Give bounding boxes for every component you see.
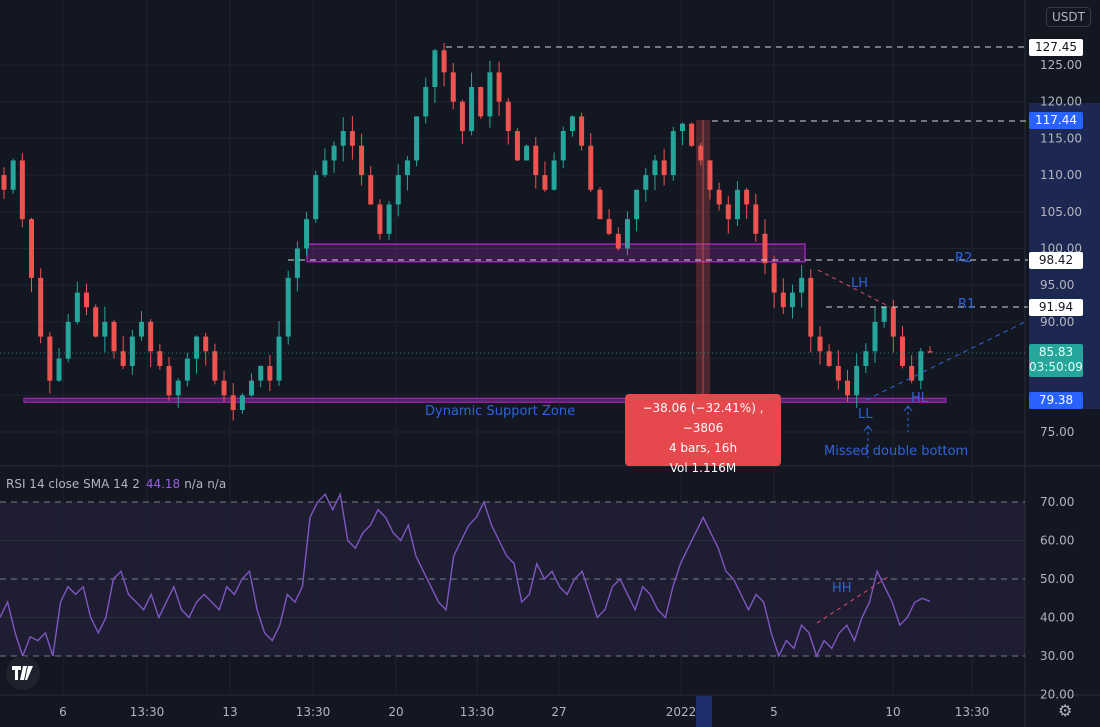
rsi-legend-na-1: n/a — [184, 477, 204, 491]
measure-bars: 4 bars, 16h — [668, 441, 738, 455]
price-tag-support: 79.38 — [1029, 392, 1083, 409]
higher-low-label: HL — [911, 391, 929, 406]
time-axis-label: 13:30 — [954, 705, 990, 719]
time-axis-label: 6 — [59, 705, 67, 719]
price-tag-high: 127.45 — [1029, 39, 1083, 56]
time-axis-label: 27 — [551, 705, 567, 719]
time-axis-label: 13:30 — [295, 705, 331, 719]
rsi-legend[interactable]: RSI 14 close SMA 14 2 44.18 n/a n/a — [6, 477, 226, 491]
svg-text:75.00: 75.00 — [1040, 425, 1074, 439]
time-axis-label: 13:30 — [459, 705, 495, 719]
price-tag-lower-high: 117.44 — [1029, 112, 1083, 129]
time-axis-label: 20 — [388, 705, 404, 719]
currency-badge[interactable]: USDT — [1046, 7, 1091, 27]
svg-text:40.00: 40.00 — [1040, 611, 1074, 625]
time-axis-label: 13 — [222, 705, 238, 719]
measure-tooltip: −38.06 (−32.41%) , −3806 4 bars, 16h Vol… — [625, 394, 781, 475]
r2-label: R2 — [955, 251, 973, 266]
last-price-value: 85.83 — [1038, 345, 1074, 359]
time-axis-label: 13:30 — [129, 705, 165, 719]
lower-high-label: LH — [851, 276, 869, 291]
r1-label: R1 — [958, 297, 976, 312]
svg-text:110.00: 110.00 — [1040, 168, 1082, 182]
price-tag-r2: 98.42 — [1029, 252, 1083, 269]
rsi-legend-value: 44.18 — [145, 477, 181, 491]
time-axis-label: 10 — [885, 705, 901, 719]
svg-text:50.00: 50.00 — [1040, 572, 1074, 586]
svg-text:95.00: 95.00 — [1040, 278, 1074, 292]
svg-text:30.00: 30.00 — [1040, 649, 1074, 663]
svg-text:90.00: 90.00 — [1040, 315, 1074, 329]
last-price-tag: 85.83 03:50:09 — [1029, 344, 1083, 377]
svg-text:115.00: 115.00 — [1040, 131, 1082, 145]
svg-text:60.00: 60.00 — [1040, 534, 1074, 548]
svg-text:105.00: 105.00 — [1040, 205, 1082, 219]
rsi-legend-na-2: n/a — [207, 477, 227, 491]
gear-icon[interactable]: ⚙ — [1058, 701, 1073, 720]
year-boundary-marker — [696, 696, 712, 727]
rsi-higher-high-label: HH — [832, 581, 852, 596]
svg-text:70.00: 70.00 — [1040, 495, 1074, 509]
svg-text:20.00: 20.00 — [1040, 688, 1074, 702]
missed-double-bottom-label: Missed double bottom — [824, 444, 969, 459]
lower-low-label: LL — [858, 407, 873, 422]
time-axis-label: 2022 — [665, 705, 697, 719]
support-zone-label: Dynamic Support Zone — [425, 404, 576, 419]
rsi-legend-title: RSI 14 close SMA 14 2 — [6, 477, 140, 491]
svg-text:125.00: 125.00 — [1040, 58, 1082, 72]
price-tag-r1: 91.94 — [1029, 299, 1083, 316]
measure-change: −38.06 (−32.41%) , −3806 — [642, 401, 764, 435]
svg-text:120.00: 120.00 — [1040, 95, 1082, 109]
bar-countdown: 03:50:09 — [1029, 360, 1083, 374]
measure-volume: Vol 1.116M — [669, 461, 737, 475]
time-axis-label: 5 — [770, 705, 778, 719]
tradingview-logo-icon[interactable] — [6, 656, 40, 690]
tradingview-logo-glyph — [12, 666, 33, 680]
